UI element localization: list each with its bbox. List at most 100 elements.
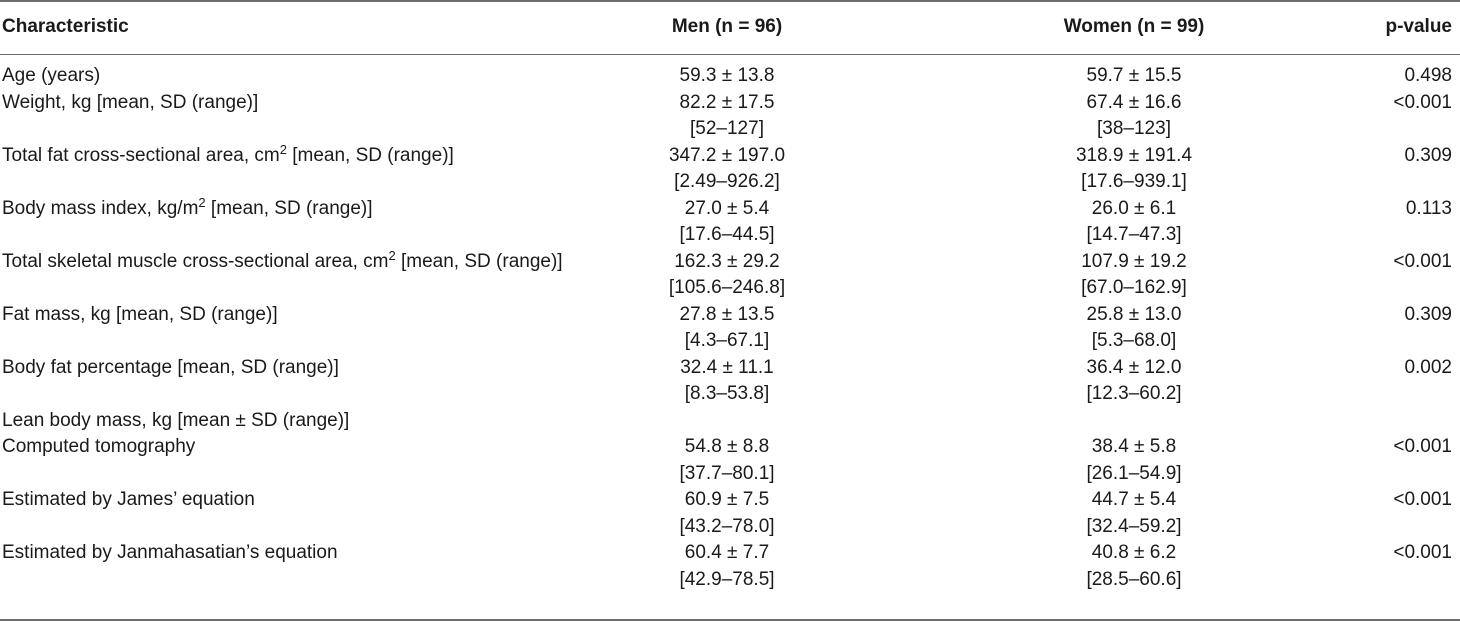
row-label-text: Estimated by James’ equation — [2, 489, 255, 510]
table-row-main-line: Lean body mass, kg [mean ± SD (range)] — [0, 408, 1460, 435]
women-value: 38.4 ± 5.8 — [1091, 436, 1177, 457]
men-value: 54.8 ± 8.8 — [684, 436, 770, 457]
men-range: [43.2–78.0] — [679, 515, 775, 537]
row-label-superscript: 2 — [388, 247, 396, 263]
p-value: <0.001 — [1393, 542, 1452, 563]
p-value: <0.001 — [1393, 436, 1452, 457]
men-range: [42.9–78.5] — [679, 568, 775, 590]
men-value: 59.3 ± 13.8 — [679, 65, 775, 86]
table-row: Body mass index, kg/m2 [mean, SD (range)… — [0, 196, 1460, 249]
men-range: [4.3–67.1] — [684, 330, 770, 351]
men-range: [37.7–80.1] — [679, 462, 775, 484]
row-label-text: Total fat cross-sectional area, cm — [2, 144, 280, 166]
row-label-text: Fat mass, kg [mean, SD (range)] — [2, 303, 278, 325]
table-row: Fat mass, kg [mean, SD (range)] 27.8 ± 13… — [0, 302, 1460, 355]
table-row-main-line: Total skeletal muscle cross-sectional ar… — [0, 249, 1460, 276]
table-row-range-line: [2.49–926.2] [17.6–939.1] — [0, 169, 1460, 196]
p-value: 0.498 — [1404, 65, 1452, 86]
table-row: Age (years) 59.3 ± 13.8 59.7 ± 15.5 0.498 — [0, 63, 1460, 90]
p-value: 0.309 — [1404, 303, 1452, 325]
women-range: [67.0–162.9] — [1081, 277, 1187, 298]
header-p-value: p-value — [1385, 16, 1452, 37]
row-label: Estimated by James’ equation — [2, 487, 255, 514]
row-label-text: Age (years) — [2, 65, 101, 86]
men-value: 82.2 ± 17.5 — [679, 91, 775, 113]
p-value: 0.309 — [1404, 144, 1452, 166]
row-label: Age (years) — [2, 63, 100, 90]
table-row-main-line: Computed tomography 54.8 ± 8.8 38.4 ± 5.8 <… — [0, 434, 1460, 461]
table-header-rule — [0, 54, 1460, 55]
men-value: 347.2 ± 197.0 — [668, 144, 786, 166]
row-label: Total skeletal muscle cross-sectional ar… — [2, 249, 563, 276]
table-row-main-line: Total fat cross-sectional area, cm2 [mea… — [0, 143, 1460, 170]
women-range: [12.3–60.2] — [1086, 383, 1182, 404]
table-row-range-line: [37.7–80.1] [26.1–54.9] — [0, 461, 1460, 488]
table-header-row: Characteristic Men (n = 96) Women (n = 9… — [0, 0, 1460, 54]
row-label-suffix: [mean, SD (range)] — [286, 144, 454, 166]
row-label-text: Total skeletal muscle cross-sectional ar… — [2, 250, 389, 272]
women-range: [17.6–939.1] — [1081, 171, 1187, 192]
row-label: Computed tomography — [2, 434, 195, 461]
table-row-main-line: Age (years) 59.3 ± 13.8 59.7 ± 15.5 0.498 — [0, 63, 1460, 90]
row-label-suffix: [mean, SD (range)] — [205, 197, 373, 219]
row-label-superscript: 2 — [279, 141, 287, 157]
table-row: Body fat percentage [mean, SD (range)] 32… — [0, 355, 1460, 408]
row-label: Total fat cross-sectional area, cm2 [mea… — [2, 143, 454, 170]
table-row-main-line: Fat mass, kg [mean, SD (range)] 27.8 ± 13… — [0, 302, 1460, 329]
table-row-range-line: [42.9–78.5] [28.5–60.6] — [0, 567, 1460, 594]
men-value: 60.9 ± 7.5 — [684, 489, 770, 510]
women-value: 26.0 ± 6.1 — [1091, 197, 1177, 219]
table-row: Estimated by James’ equation 60.9 ± 7.5 44… — [0, 487, 1460, 540]
p-value: 0.113 — [1405, 197, 1452, 219]
men-range: [2.49–926.2] — [674, 171, 780, 192]
p-value: <0.001 — [1393, 91, 1452, 113]
table-row-range-line: [4.3–67.1] [5.3–68.0] — [0, 328, 1460, 355]
women-value: 44.7 ± 5.4 — [1091, 489, 1177, 510]
men-value: 32.4 ± 11.1 — [680, 356, 774, 378]
men-range: [52–127] — [690, 118, 764, 139]
men-value: 27.0 ± 5.4 — [684, 197, 770, 219]
table-row: Estimated by Janmahasatian’s equation 60.… — [0, 540, 1460, 593]
table-row: Total skeletal muscle cross-sectional ar… — [0, 249, 1460, 302]
table-row: Total fat cross-sectional area, cm2 [mea… — [0, 143, 1460, 196]
women-value: 107.9 ± 19.2 — [1081, 250, 1187, 272]
women-value: 25.8 ± 13.0 — [1086, 303, 1182, 325]
table-row-main-line: Body mass index, kg/m2 [mean, SD (range)… — [0, 196, 1460, 223]
row-label-superscript: 2 — [198, 194, 206, 210]
women-range: [5.3–68.0] — [1091, 330, 1177, 351]
table-row-range-line: [105.6–246.8] [67.0–162.9] — [0, 275, 1460, 302]
row-label: Body mass index, kg/m2 [mean, SD (range)… — [2, 196, 373, 223]
men-value: 27.8 ± 13.5 — [679, 303, 775, 325]
men-range: [8.3–53.8] — [684, 383, 770, 404]
men-range: [105.6–246.8] — [668, 277, 786, 298]
header-characteristic: Characteristic — [2, 16, 129, 37]
table-row-main-line: Body fat percentage [mean, SD (range)] 32… — [0, 355, 1460, 382]
women-range: [14.7–47.3] — [1086, 224, 1182, 245]
women-range: [26.1–54.9] — [1086, 462, 1182, 484]
row-label-text: Estimated by Janmahasatian’s equation — [2, 542, 338, 563]
table-row: Computed tomography 54.8 ± 8.8 38.4 ± 5.8 <… — [0, 434, 1460, 487]
men-value: 162.3 ± 29.2 — [674, 250, 780, 272]
women-value: 59.7 ± 15.5 — [1086, 65, 1182, 86]
table-bottom-rule — [0, 619, 1460, 621]
women-range: [28.5–60.6] — [1086, 568, 1182, 590]
women-range: [32.4–59.2] — [1086, 515, 1182, 537]
p-value: <0.001 — [1393, 250, 1452, 272]
row-label-text: Computed tomography — [2, 436, 196, 457]
row-label: Body fat percentage [mean, SD (range)] — [2, 355, 339, 382]
row-label: Weight, kg [mean, SD (range)] — [2, 90, 258, 117]
header-men: Men (n = 96) — [671, 16, 783, 37]
row-label-text: Body fat percentage [mean, SD (range)] — [2, 356, 339, 378]
table-row-main-line: Weight, kg [mean, SD (range)] 82.2 ± 17.5… — [0, 90, 1460, 117]
table-row-range-line: [43.2–78.0] [32.4–59.2] — [0, 514, 1460, 541]
row-label: Estimated by Janmahasatian’s equation — [2, 540, 338, 567]
row-label-text: Weight, kg [mean, SD (range)] — [2, 91, 259, 113]
table-row-main-line: Estimated by Janmahasatian’s equation 60.… — [0, 540, 1460, 567]
row-label: Fat mass, kg [mean, SD (range)] — [2, 302, 278, 329]
p-value: 0.002 — [1404, 356, 1452, 378]
men-range: [17.6–44.5] — [679, 224, 775, 245]
table-row-main-line: Estimated by James’ equation 60.9 ± 7.5 44… — [0, 487, 1460, 514]
table-row: Weight, kg [mean, SD (range)] 82.2 ± 17.5… — [0, 90, 1460, 143]
p-value: <0.001 — [1393, 489, 1452, 510]
women-range: [38–123] — [1097, 118, 1171, 139]
